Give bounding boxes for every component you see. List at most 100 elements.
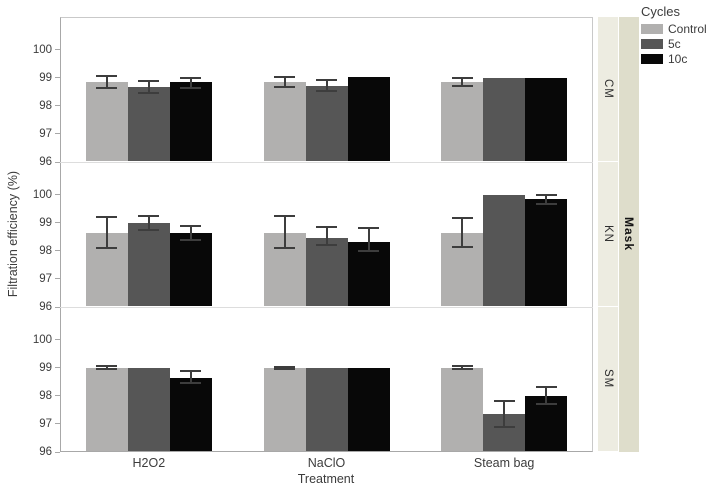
error-bar-stem: [503, 401, 506, 427]
legend-title: Cycles: [641, 4, 681, 19]
error-bar-cap-bottom: [180, 238, 202, 241]
error-bar-cap-bottom: [451, 245, 473, 248]
error-bar-cap-top: [535, 386, 557, 389]
error-bar-cap-bottom: [274, 367, 295, 370]
bar-SM-NaClO-Control: [263, 367, 306, 451]
y-tick-label: 98: [39, 244, 52, 257]
error-bar-cap-top: [535, 193, 557, 196]
y-tick-mark: [55, 77, 60, 79]
error-bar-stem: [461, 218, 464, 247]
y-tick-mark: [55, 49, 60, 51]
error-bar-stem: [325, 226, 328, 246]
error-bar-cap-top: [274, 365, 295, 368]
error-bar-cap-top: [138, 214, 160, 217]
y-tick-mark: [55, 250, 60, 252]
error-bar-stem: [325, 79, 328, 92]
y-tick-mark: [55, 194, 60, 196]
bar-SM-H2O2-10c: [169, 377, 212, 451]
legend: Cycles Control 5c 10c: [641, 4, 715, 68]
error-bar-cap-bottom: [451, 85, 473, 88]
y-tick-label: 99: [39, 71, 52, 84]
y-tick-label: 100: [32, 43, 52, 56]
error-bar-cap-top: [451, 217, 473, 220]
error-bar-cap-bottom: [316, 244, 337, 247]
bar-SM-Steam-bag-Control: [441, 367, 484, 451]
error-bar-stem: [545, 194, 548, 205]
error-bar-stem: [283, 366, 286, 369]
y-tick-mark: [55, 278, 60, 280]
bar-KN-H2O2-5c: [127, 222, 170, 306]
error-bar-stem: [461, 77, 464, 87]
facet-label-CM: CM: [598, 17, 618, 161]
bar-CM-NaClO-5c: [305, 85, 348, 161]
y-tick-label: 96: [39, 156, 52, 168]
y-tick-label: 100: [32, 188, 52, 201]
error-bar-cap-bottom: [274, 246, 295, 249]
legend-item-5c: 5c: [641, 36, 715, 51]
legend-label: 10c: [668, 51, 688, 66]
bar-SM-NaClO-5c: [305, 367, 348, 451]
bar-KN-H2O2-10c: [169, 232, 212, 306]
error-bar-stem: [105, 217, 108, 248]
legend-swatch-control: [641, 23, 663, 34]
y-tick-label: 97: [39, 127, 52, 140]
legend-item-control: Control: [641, 22, 715, 36]
error-bar-stem: [367, 228, 370, 251]
y-tick-mark: [55, 395, 60, 397]
bar-CM-NaClO-Control: [263, 81, 306, 161]
legend-label: 5c: [668, 36, 681, 51]
error-bar-stem: [147, 215, 150, 230]
bar-CM-H2O2-Control: [85, 81, 128, 161]
error-bar-stem: [283, 77, 286, 87]
panel-separator: [60, 162, 593, 163]
y-tick-label: 100: [32, 333, 52, 346]
legend-swatch-10c: [641, 53, 663, 64]
error-bar-cap-bottom: [316, 90, 337, 93]
error-bar-stem: [105, 366, 108, 370]
facet-label-KN: KN: [598, 162, 618, 306]
error-bar-stem: [189, 370, 192, 384]
y-tick-mark: [55, 423, 60, 425]
legend-items: Control 5c 10c: [641, 22, 715, 66]
error-bar-cap-bottom: [138, 228, 160, 231]
bar-SM-H2O2-5c: [127, 367, 170, 451]
error-bar-cap-bottom: [96, 368, 118, 371]
error-bar-stem: [545, 387, 548, 405]
x-category-label: H2O2: [132, 456, 166, 470]
error-bar-cap-top: [274, 214, 295, 217]
bar-CM-Steam-bag-Control: [441, 81, 484, 161]
error-bar-cap-bottom: [535, 203, 557, 206]
y-tick-label: 97: [39, 272, 52, 285]
y-tick-label: 97: [39, 417, 52, 430]
error-bar-stem: [147, 80, 150, 94]
error-bar-cap-top: [138, 79, 160, 82]
y-tick-mark: [55, 161, 60, 163]
bar-CM-Steam-bag-10c: [525, 77, 568, 161]
error-bar-cap-top: [316, 78, 337, 81]
x-category-label: Steam bag: [473, 456, 535, 470]
error-bar-cap-bottom: [358, 249, 379, 252]
bar-CM-H2O2-10c: [169, 81, 212, 161]
bar-SM-H2O2-Control: [85, 367, 128, 451]
error-bar-cap-bottom: [493, 425, 515, 428]
error-bar-cap-top: [493, 400, 515, 403]
error-bar-stem: [461, 366, 464, 370]
facet-strip-label: Mask: [622, 217, 636, 252]
error-bar-stem: [189, 77, 192, 88]
y-tick-mark: [55, 222, 60, 224]
error-bar-cap-top: [316, 225, 337, 228]
error-bar-cap-top: [180, 224, 202, 227]
error-bar-cap-bottom: [180, 382, 202, 385]
facet-label-text: SM: [602, 369, 614, 389]
y-tick-label: 96: [39, 446, 52, 458]
facet-label-SM: SM: [598, 307, 618, 451]
y-tick-mark: [55, 339, 60, 341]
y-tick-mark: [55, 105, 60, 107]
bar-KN-Steam-bag-5c: [483, 194, 526, 306]
bar-KN-Steam-bag-10c: [525, 198, 568, 306]
error-bar-cap-bottom: [535, 403, 557, 406]
legend-item-10c: 10c: [641, 51, 715, 66]
bar-KN-NaClO-5c: [305, 238, 348, 306]
x-axis-title: Treatment: [297, 472, 355, 486]
